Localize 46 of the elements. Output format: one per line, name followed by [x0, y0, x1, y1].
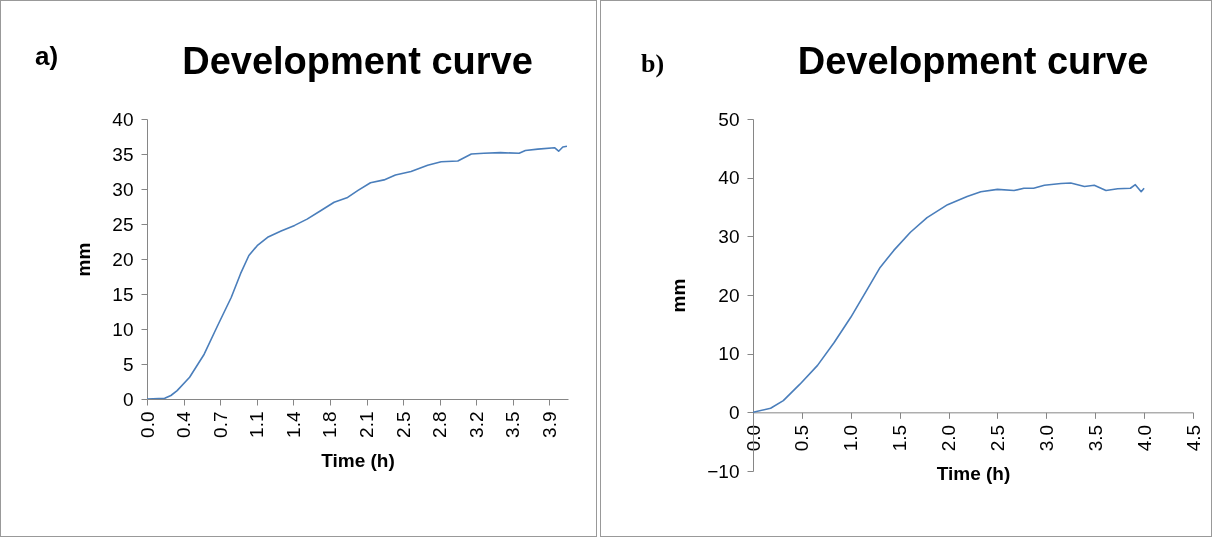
y-tick-label: 10 — [718, 343, 740, 365]
x-tick-label: 1.8 — [319, 411, 341, 438]
y-tick-label: 20 — [112, 248, 134, 270]
y-tick-label: 5 — [122, 353, 134, 375]
x-tick-label: 4.5 — [1182, 424, 1204, 452]
y-tick-label: 10 — [112, 318, 134, 340]
y-tick-label: 40 — [112, 108, 134, 130]
y-tick-label: 50 — [718, 108, 740, 130]
y-tick-label: 25 — [112, 213, 134, 235]
x-tick-label: 4.0 — [1133, 424, 1155, 452]
y-tick-label: 15 — [112, 283, 134, 305]
x-tick-label: 2.8 — [429, 411, 451, 438]
x-tick-label: 2.1 — [356, 411, 378, 438]
y-tick-label: 0 — [122, 388, 134, 410]
x-tick-label: 0.7 — [209, 411, 231, 438]
x-tick-label: 1.5 — [889, 424, 911, 452]
x-tick-label: 1.1 — [246, 411, 268, 438]
y-tick-label: 30 — [718, 225, 740, 247]
y-tick-label: −10 — [707, 460, 740, 482]
chart-title: Development curve — [797, 40, 1149, 82]
x-tick-label: 0.0 — [136, 411, 158, 438]
x-tick-label: 3.9 — [539, 411, 560, 438]
x-tick-label: 1.4 — [282, 411, 304, 438]
x-tick-label: 3.0 — [1035, 424, 1057, 452]
text: b) — [641, 49, 665, 79]
text: a) — [35, 41, 59, 72]
y-tick-label: 0 — [728, 401, 740, 423]
y-tick-label: 40 — [718, 167, 740, 189]
line-series — [753, 182, 1145, 414]
y-tick-label: 35 — [112, 143, 134, 165]
x-tick-label: 3.5 — [1084, 424, 1106, 452]
x-tick-label: 0.4 — [173, 411, 195, 438]
x-tick-label: 0.5 — [791, 424, 813, 452]
x-axis-title: Time (h) — [936, 463, 1011, 485]
x-tick-label: 1.0 — [840, 424, 862, 452]
chart-title: Development curve — [182, 40, 533, 82]
x-tick-label: 2.5 — [986, 424, 1008, 452]
y-axis-title: mm — [668, 278, 690, 313]
x-tick-label: 2.5 — [392, 411, 414, 438]
y-tick-label: 30 — [112, 178, 134, 200]
x-axis-title: Time (h) — [321, 449, 395, 471]
x-tick-label: 3.5 — [502, 411, 524, 438]
y-tick-label: 20 — [718, 284, 740, 306]
x-tick-label: 2.0 — [938, 424, 960, 452]
y-axis-title: mm — [73, 242, 95, 277]
x-tick-label: 3.2 — [465, 411, 487, 438]
